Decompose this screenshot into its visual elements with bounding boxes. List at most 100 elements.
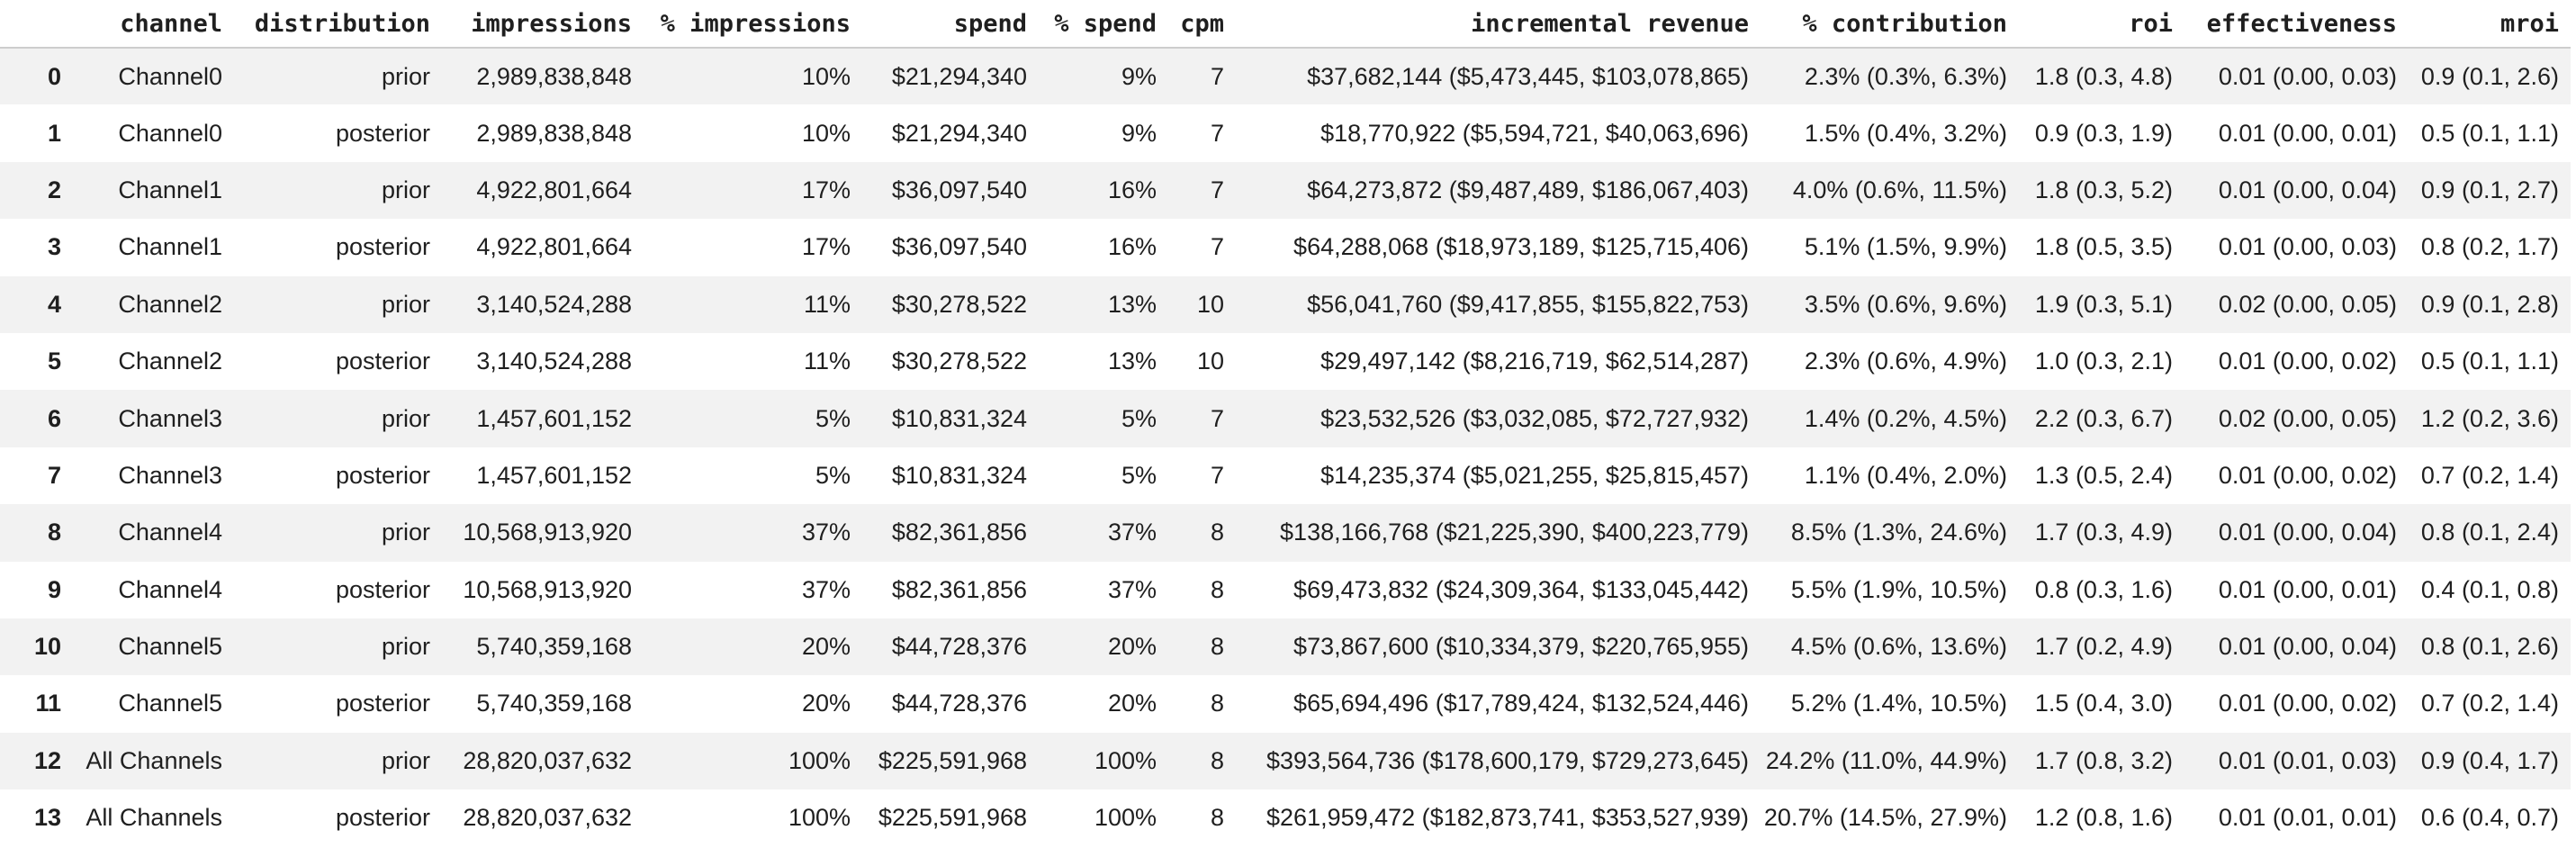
cell-pct-contribution: 5.5% (1.9%, 10.5%) — [1790, 575, 2007, 603]
cell-roi: 0.9 (0.3, 1.9) — [2034, 119, 2173, 147]
cell-mroi: 0.9 (0.4, 1.7) — [2420, 746, 2559, 774]
cell-mroi: 1.2 (0.2, 3.6) — [2420, 404, 2559, 432]
cell-distribution: posterior — [335, 119, 430, 147]
cell-spend: $36,097,540 — [891, 233, 1027, 261]
cell-roi: 1.8 (0.3, 4.8) — [2034, 62, 2173, 90]
cell-incremental-revenue: $23,532,526 ($3,032,085, $72,727,932) — [1320, 404, 1749, 432]
cell-pct-impressions: 17% — [801, 233, 851, 261]
table-row: 1 Channel0 posterior 2,989,838,848 10% $21,29… — [0, 104, 2571, 161]
row-index: 0 — [47, 62, 61, 90]
table-row: 9 Channel4 posterior 10,568,913,920 37% $82,3… — [0, 562, 2571, 618]
cell-pct-spend: 37% — [1107, 575, 1157, 603]
cell-channel: Channel0 — [118, 62, 222, 90]
cell-mroi: 0.4 (0.1, 0.8) — [2420, 575, 2559, 603]
cell-effectiveness: 0.01 (0.00, 0.04) — [2218, 176, 2397, 203]
cell-impressions: 28,820,037,632 — [463, 804, 632, 832]
cell-effectiveness: 0.01 (0.00, 0.03) — [2218, 62, 2397, 90]
cell-roi: 1.0 (0.3, 2.1) — [2034, 347, 2173, 375]
cell-spend: $21,294,340 — [891, 119, 1027, 147]
cell-incremental-revenue: $56,041,760 ($9,417,855, $155,822,753) — [1307, 290, 1749, 318]
cell-cpm: 7 — [1210, 461, 1224, 489]
cell-incremental-revenue: $73,867,600 ($10,334,379, $220,765,955) — [1293, 633, 1749, 661]
cell-distribution: prior — [381, 633, 430, 661]
cell-cpm: 10 — [1196, 290, 1224, 318]
col-header-cpm: cpm — [1168, 0, 1236, 49]
row-index: 10 — [33, 633, 61, 661]
cell-cpm: 7 — [1210, 176, 1224, 203]
cell-distribution: prior — [381, 176, 430, 203]
cell-cpm: 7 — [1210, 233, 1224, 261]
cell-pct-spend: 100% — [1094, 746, 1157, 774]
cell-pct-spend: 5% — [1121, 461, 1157, 489]
cell-effectiveness: 0.02 (0.00, 0.05) — [2218, 404, 2397, 432]
cell-effectiveness: 0.01 (0.00, 0.03) — [2218, 233, 2397, 261]
cell-spend: $36,097,540 — [891, 176, 1027, 203]
cell-spend: $82,361,856 — [891, 575, 1027, 603]
cell-pct-contribution: 4.5% (0.6%, 13.6%) — [1790, 633, 2007, 661]
col-header-impressions: impressions — [442, 0, 644, 49]
cell-spend: $225,591,968 — [878, 746, 1027, 774]
cell-impressions: 4,922,801,664 — [476, 176, 632, 203]
cell-pct-contribution: 24.2% (11.0%, 44.9%) — [1765, 746, 2007, 774]
row-index: 3 — [47, 233, 61, 261]
cell-pct-contribution: 5.2% (1.4%, 10.5%) — [1790, 690, 2007, 717]
cell-roi: 0.8 (0.3, 1.6) — [2034, 575, 2173, 603]
table-row: 7 Channel3 posterior 1,457,601,152 5% $10,831… — [0, 447, 2571, 504]
cell-pct-contribution: 2.3% (0.6%, 4.9%) — [1804, 347, 2007, 375]
cell-pct-impressions: 11% — [803, 290, 851, 318]
row-index: 11 — [35, 690, 61, 717]
cell-roi: 1.5 (0.4, 3.0) — [2034, 690, 2173, 717]
cell-cpm: 8 — [1210, 690, 1224, 717]
cell-cpm: 8 — [1210, 746, 1224, 774]
cell-incremental-revenue: $393,564,736 ($178,600,179, $729,273,645… — [1266, 746, 1749, 774]
col-header-index — [0, 0, 73, 49]
cell-channel: All Channels — [86, 746, 222, 774]
cell-channel: Channel0 — [118, 119, 222, 147]
cell-pct-contribution: 1.5% (0.4%, 3.2%) — [1804, 119, 2007, 147]
cell-pct-spend: 13% — [1107, 290, 1157, 318]
cell-pct-contribution: 1.1% (0.4%, 2.0%) — [1804, 461, 2007, 489]
cell-spend: $10,831,324 — [891, 404, 1027, 432]
cell-roi: 1.9 (0.3, 5.1) — [2034, 290, 2173, 318]
cell-effectiveness: 0.01 (0.00, 0.02) — [2218, 690, 2397, 717]
table-row: 3 Channel1 posterior 4,922,801,664 17% $36,09… — [0, 219, 2571, 275]
cell-cpm: 8 — [1210, 519, 1224, 546]
cell-effectiveness: 0.01 (0.00, 0.04) — [2218, 633, 2397, 661]
col-header-effectiveness: effectiveness — [2184, 0, 2409, 49]
cell-incremental-revenue: $64,288,068 ($18,973,189, $125,715,406) — [1293, 233, 1749, 261]
cell-pct-spend: 37% — [1107, 519, 1157, 546]
row-index: 4 — [47, 290, 61, 318]
cell-pct-spend: 20% — [1107, 633, 1157, 661]
col-header-spend: spend — [862, 0, 1039, 49]
cell-pct-impressions: 10% — [801, 62, 851, 90]
cell-cpm: 8 — [1210, 575, 1224, 603]
cell-incremental-revenue: $37,682,144 ($5,473,445, $103,078,865) — [1307, 62, 1749, 90]
cell-incremental-revenue: $65,694,496 ($17,789,424, $132,524,446) — [1293, 690, 1749, 717]
cell-distribution: prior — [381, 519, 430, 546]
cell-mroi: 0.5 (0.1, 1.1) — [2420, 347, 2559, 375]
cell-mroi: 0.9 (0.1, 2.7) — [2420, 176, 2559, 203]
cell-channel: Channel5 — [118, 633, 222, 661]
row-index: 12 — [33, 746, 61, 774]
cell-spend: $10,831,324 — [891, 461, 1027, 489]
cell-pct-impressions: 5% — [815, 404, 851, 432]
cell-roi: 1.7 (0.2, 4.9) — [2034, 633, 2173, 661]
cell-distribution: prior — [381, 290, 430, 318]
cell-pct-impressions: 10% — [801, 119, 851, 147]
cell-pct-spend: 20% — [1107, 690, 1157, 717]
cell-channel: All Channels — [86, 804, 222, 832]
cell-distribution: posterior — [335, 575, 430, 603]
cell-distribution: posterior — [335, 804, 430, 832]
cell-impressions: 5,740,359,168 — [476, 633, 632, 661]
row-index: 13 — [33, 804, 61, 832]
cell-mroi: 0.8 (0.1, 2.4) — [2420, 519, 2559, 546]
cell-mroi: 0.5 (0.1, 1.1) — [2420, 119, 2559, 147]
cell-effectiveness: 0.01 (0.01, 0.03) — [2218, 746, 2397, 774]
cell-impressions: 28,820,037,632 — [463, 746, 632, 774]
cell-pct-spend: 9% — [1121, 119, 1157, 147]
cell-cpm: 7 — [1210, 404, 1224, 432]
cell-pct-impressions: 11% — [803, 347, 851, 375]
cell-pct-spend: 100% — [1094, 804, 1157, 832]
cell-spend: $30,278,522 — [891, 347, 1027, 375]
cell-cpm: 7 — [1210, 62, 1224, 90]
